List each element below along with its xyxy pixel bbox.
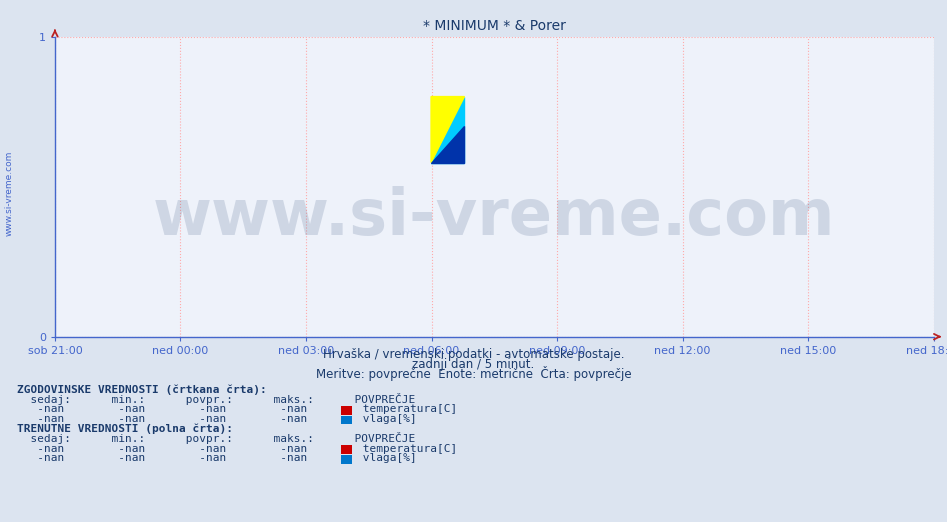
Text: -nan        -nan        -nan        -nan: -nan -nan -nan -nan bbox=[17, 444, 307, 454]
Polygon shape bbox=[431, 97, 464, 163]
Text: Meritve: povprečne  Enote: metrične  Črta: povprečje: Meritve: povprečne Enote: metrične Črta:… bbox=[315, 366, 632, 382]
Text: www.si-vreme.com: www.si-vreme.com bbox=[5, 150, 14, 236]
Text: sedaj:      min.:      povpr.:      maks.:      POVPREČJE: sedaj: min.: povpr.: maks.: POVPREČJE bbox=[17, 393, 416, 405]
Text: -nan        -nan        -nan        -nan: -nan -nan -nan -nan bbox=[17, 414, 307, 424]
Text: vlaga[%]: vlaga[%] bbox=[356, 453, 417, 463]
Title: * MINIMUM * & Porer: * MINIMUM * & Porer bbox=[423, 19, 565, 32]
Text: TRENUTNE VREDNOSTI (polna črta):: TRENUTNE VREDNOSTI (polna črta): bbox=[17, 424, 233, 434]
Text: temperatura[C]: temperatura[C] bbox=[356, 405, 457, 414]
Text: zadnji dan / 5 minut.: zadnji dan / 5 minut. bbox=[412, 358, 535, 371]
Text: sedaj:      min.:      povpr.:      maks.:      POVPREČJE: sedaj: min.: povpr.: maks.: POVPREČJE bbox=[17, 432, 416, 444]
Polygon shape bbox=[431, 126, 464, 163]
Text: www.si-vreme.com: www.si-vreme.com bbox=[153, 186, 835, 247]
Text: -nan        -nan        -nan        -nan: -nan -nan -nan -nan bbox=[17, 453, 307, 463]
Text: ZGODOVINSKE VREDNOSTI (črtkana črta):: ZGODOVINSKE VREDNOSTI (črtkana črta): bbox=[17, 384, 267, 395]
Polygon shape bbox=[431, 97, 464, 163]
Text: Hrvaška / vremenski podatki - avtomatske postaje.: Hrvaška / vremenski podatki - avtomatske… bbox=[323, 348, 624, 361]
Text: temperatura[C]: temperatura[C] bbox=[356, 444, 457, 454]
Text: -nan        -nan        -nan        -nan: -nan -nan -nan -nan bbox=[17, 405, 307, 414]
Text: vlaga[%]: vlaga[%] bbox=[356, 414, 417, 424]
